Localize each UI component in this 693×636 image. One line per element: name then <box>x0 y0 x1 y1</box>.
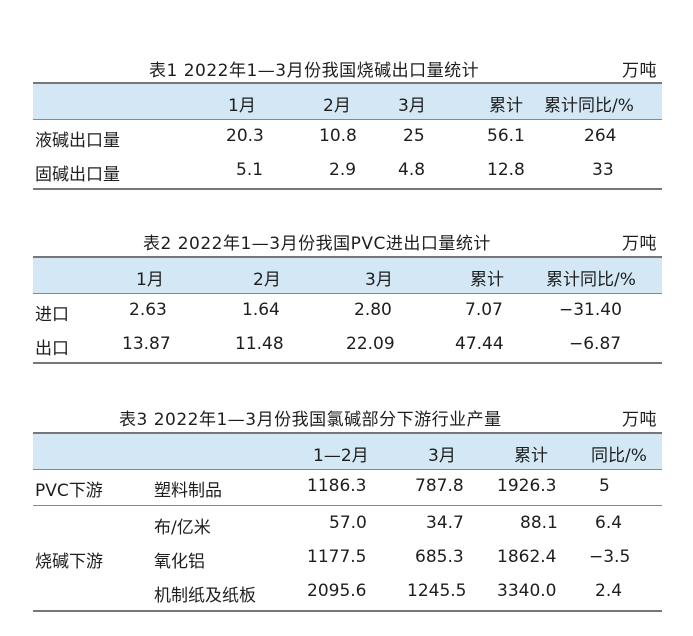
table2-bottom-rule <box>33 362 662 364</box>
table3-cell: 88.1 <box>520 513 558 533</box>
table3-cell: 1245.5 <box>407 581 467 601</box>
table3-cell: 5 <box>599 476 610 496</box>
table3-cell: 2095.6 <box>307 581 367 601</box>
table3-cell: 1862.4 <box>497 547 557 567</box>
table3-item-label: 塑料制品 <box>154 481 222 501</box>
table1-unit: 万吨 <box>622 61 657 81</box>
table2-row-label: 出口 <box>35 339 69 359</box>
table3-cell: 787.8 <box>415 476 464 496</box>
table1-cell: 33 <box>592 160 614 180</box>
table1-top-rule <box>33 82 662 84</box>
table2-top-rule <box>33 256 662 258</box>
table1-cell: 12.8 <box>487 160 525 180</box>
table1-cell: 56.1 <box>487 126 525 146</box>
table1-cell: 10.8 <box>319 126 357 146</box>
table3-cell: 57.0 <box>329 513 367 533</box>
table3-col-header: 3月 <box>428 446 456 466</box>
table2-col-header: 1月 <box>136 270 164 290</box>
table1-col-header: 3月 <box>398 96 426 116</box>
table2-cell: 11.48 <box>235 334 284 354</box>
table3-cell: 1926.3 <box>497 476 557 496</box>
table3-bottom-rule <box>33 610 662 612</box>
table2-col-header: 2月 <box>253 270 281 290</box>
table3-group-label: PVC下游 <box>35 481 103 501</box>
table1-cell: 5.1 <box>236 160 264 180</box>
table3-unit: 万吨 <box>622 410 657 430</box>
table2-title: 表2 2022年1—3月份我国PVC进出口量统计 <box>143 234 491 254</box>
table2-cell: −6.87 <box>569 334 622 354</box>
table1-col-header: 累计同比/% <box>544 96 634 116</box>
table2-cell: 13.87 <box>122 334 171 354</box>
table1-row-label: 液碱出口量 <box>35 131 120 151</box>
table3-title-row: 表3 2022年1—3月份我国氯碱部分下游行业产量 万吨 <box>0 405 693 430</box>
table2-cell: 1.64 <box>242 300 280 320</box>
table2-unit: 万吨 <box>622 234 657 254</box>
table3-cell: 685.3 <box>415 547 464 567</box>
table2-col-header: 累计同比/% <box>546 270 636 290</box>
table1-cell: 2.9 <box>329 160 357 180</box>
table1-col-header: 累计 <box>489 96 523 116</box>
table3-col-header: 累计 <box>514 446 548 466</box>
table3-col-header: 1—2月 <box>313 446 369 466</box>
table1-header-rule <box>33 119 662 120</box>
table1: 1月 2月 3月 累计 累计同比/% 液碱出口量 20.3 10.8 25 56… <box>33 82 662 192</box>
table1-cell: 20.3 <box>226 126 264 146</box>
table2-cell: −31.40 <box>559 300 622 320</box>
table2-header-rule <box>33 293 662 294</box>
table1-cell: 264 <box>584 126 617 146</box>
table1-cell: 4.8 <box>398 160 426 180</box>
table2-col-header: 3月 <box>365 270 393 290</box>
table3-item-label: 布/亿米 <box>154 518 211 538</box>
table1-title-row: 表1 2022年1—3月份我国烧碱出口量统计 万吨 <box>0 56 693 81</box>
table1-title: 表1 2022年1—3月份我国烧碱出口量统计 <box>149 61 480 81</box>
table2-cell: 2.63 <box>129 300 167 320</box>
table3-cell: 34.7 <box>426 513 464 533</box>
table3-cell: 2.4 <box>595 581 623 601</box>
table1-col-header: 1月 <box>228 96 256 116</box>
table2: 1月 2月 3月 累计 累计同比/% 进口 2.63 1.64 2.80 7.0… <box>33 256 662 366</box>
table3-group-label: 烧碱下游 <box>35 552 103 572</box>
table1-row-label: 固碱出口量 <box>35 165 120 185</box>
table3-top-rule <box>33 432 662 434</box>
table2-header-row <box>33 258 662 293</box>
table3-cell: 6.4 <box>595 513 623 533</box>
table3-col-header: 同比/% <box>591 446 647 466</box>
table1-header-row <box>33 84 662 119</box>
table3-title: 表3 2022年1—3月份我国氯碱部分下游行业产量 <box>119 410 502 430</box>
table3-cell: −3.5 <box>589 547 631 567</box>
table1-bottom-rule <box>33 188 662 190</box>
table3-group-rule <box>33 505 662 506</box>
table2-title-row: 表2 2022年1—3月份我国PVC进出口量统计 万吨 <box>0 229 693 254</box>
table3-item-label: 氧化铝 <box>154 552 205 572</box>
table2-cell: 7.07 <box>465 300 503 320</box>
table3-header-rule <box>33 469 662 470</box>
table1-col-header: 2月 <box>323 96 351 116</box>
table3-cell: 1186.3 <box>307 476 367 496</box>
table3-cell: 3340.0 <box>497 581 557 601</box>
table1-cell: 25 <box>403 126 425 146</box>
table2-cell: 2.80 <box>354 300 392 320</box>
table2-row-label: 进口 <box>35 305 69 325</box>
table2-col-header: 累计 <box>470 270 504 290</box>
table2-cell: 22.09 <box>346 334 395 354</box>
table2-cell: 47.44 <box>455 334 504 354</box>
table3-cell: 1177.5 <box>307 547 367 567</box>
table3-item-label: 机制纸及纸板 <box>154 586 256 606</box>
table3: 1—2月 3月 累计 同比/% PVC下游 塑料制品 1186.3 787.8 … <box>33 432 662 614</box>
table3-header-row <box>33 434 662 469</box>
